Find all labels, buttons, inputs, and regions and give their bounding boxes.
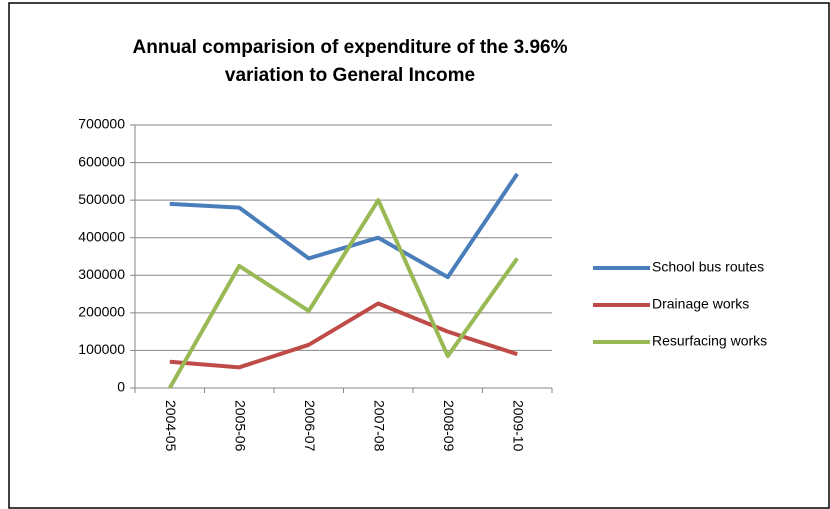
y-tick-label: 400000 bbox=[78, 228, 125, 244]
series-line bbox=[169, 301, 518, 370]
y-tick-label: 200000 bbox=[78, 304, 125, 320]
legend-label: Drainage works bbox=[652, 296, 749, 312]
y-tick-label: 300000 bbox=[78, 266, 125, 282]
legend-label: School bus routes bbox=[652, 259, 764, 275]
series-line bbox=[168, 198, 519, 389]
x-tick-label: 2005-06 bbox=[233, 400, 249, 452]
chart-title: Annual comparision of expenditure of the… bbox=[133, 37, 568, 58]
y-tick-label: 700000 bbox=[78, 116, 125, 132]
y-tick-label: 100000 bbox=[78, 341, 125, 357]
y-tick-label: 500000 bbox=[78, 191, 125, 207]
x-tick-label: 2004-05 bbox=[163, 400, 179, 452]
x-tick-label: 2007-08 bbox=[372, 400, 388, 452]
x-tick-label: 2009-10 bbox=[511, 400, 527, 452]
x-tick-label: 2006-07 bbox=[302, 400, 318, 452]
series-line bbox=[169, 172, 519, 280]
legend-label: Resurfacing works bbox=[652, 333, 767, 349]
chart-subtitle: variation to General Income bbox=[225, 65, 475, 86]
frame bbox=[8, 2, 830, 509]
y-tick-label: 0 bbox=[117, 379, 125, 395]
x-tick-label: 2008-09 bbox=[441, 400, 457, 452]
y-tick-label: 600000 bbox=[78, 153, 125, 169]
